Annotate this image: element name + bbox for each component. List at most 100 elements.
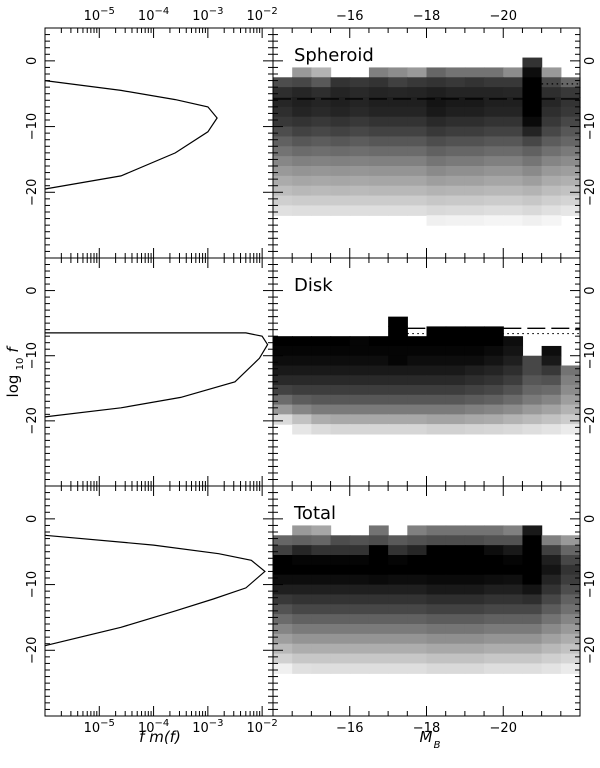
heatmap-cell	[484, 594, 504, 605]
heatmap-cell	[541, 126, 562, 138]
heatmap-cell	[484, 156, 504, 167]
heatmap-cell	[522, 584, 543, 596]
heatmap-cell	[273, 336, 293, 347]
heatmap-cell	[388, 126, 408, 138]
heatmap-cell	[407, 126, 428, 138]
heatmap-cell	[368, 146, 389, 157]
x-tick-label-exp: −4	[154, 718, 169, 729]
heatmap-cell	[311, 385, 332, 396]
heatmap-cell	[426, 116, 447, 128]
heatmap-cell	[311, 424, 332, 435]
heatmap-cell	[426, 604, 447, 615]
heatmap-cell	[388, 663, 408, 674]
heatmap-cell	[484, 126, 504, 138]
heatmap-cell	[484, 584, 504, 596]
heatmap-cell	[445, 624, 466, 635]
heatmap-cell	[484, 355, 504, 367]
heatmap-cell	[407, 643, 428, 655]
heatmap-cell	[292, 525, 312, 536]
heatmap-cell	[541, 555, 562, 566]
heatmap-cell	[330, 584, 351, 596]
heatmap-cell	[560, 414, 581, 425]
heatmap-cell	[541, 136, 562, 147]
heatmap-cell	[311, 355, 332, 367]
heatmap-cell	[273, 375, 293, 386]
heatmap-cell	[522, 643, 543, 655]
heatmap-cell	[541, 584, 562, 596]
heatmap-cell	[311, 555, 332, 566]
bottom-right-xlabel: M	[420, 728, 433, 746]
heatmap-cell	[445, 326, 466, 337]
heatmap-cell	[503, 574, 524, 586]
heatmap-cell	[484, 564, 504, 576]
heatmap-cell	[541, 404, 562, 415]
heatmap-cell	[484, 574, 504, 586]
heatmap-cell	[464, 663, 485, 674]
heatmap-cell	[522, 564, 543, 576]
x-tick-label-base: 10	[246, 721, 263, 736]
y-tick-label-right: −10	[583, 342, 598, 369]
heatmap-cell	[388, 574, 408, 586]
heatmap-cell	[560, 385, 581, 396]
heatmap-cell	[426, 166, 447, 177]
heatmap-cell	[292, 136, 312, 147]
heatmap-cell	[311, 345, 332, 357]
heatmap-cell	[273, 345, 293, 357]
heatmap-cell	[445, 385, 466, 396]
heatmap-cell	[484, 205, 504, 216]
heatmap-cell	[311, 414, 332, 425]
heatmap-cell	[464, 67, 485, 78]
heatmap-cell	[464, 555, 485, 566]
heatmap-cell	[349, 394, 370, 406]
heatmap-cell	[311, 624, 332, 635]
heatmap-cell	[445, 535, 466, 546]
heatmap-cell	[503, 394, 524, 406]
heatmap-cell	[292, 87, 312, 98]
heatmap-cell	[503, 106, 524, 118]
heatmap-cell	[273, 175, 293, 187]
heatmap-cell	[407, 97, 428, 108]
heatmap-cell	[541, 574, 562, 586]
heatmap-cell	[522, 535, 543, 546]
heatmap-cell	[503, 653, 524, 665]
heatmap-cell	[560, 643, 581, 655]
heatmap-cell	[330, 116, 351, 128]
heatmap-cell	[349, 545, 370, 556]
heatmap-cell	[407, 106, 428, 118]
heatmap-cell	[292, 185, 312, 197]
heatmap-cell	[445, 116, 466, 128]
heatmap-cell	[445, 633, 466, 645]
y-tick-label-right: 0	[583, 57, 598, 65]
heatmap-cell	[541, 394, 562, 406]
heatmap-cell	[503, 604, 524, 615]
heatmap-cell	[541, 564, 562, 576]
heatmap-cell	[541, 205, 562, 216]
heatmap-cell	[560, 146, 581, 157]
heatmap-cell	[407, 385, 428, 396]
heatmap-cell	[484, 663, 504, 674]
heatmap-cell	[464, 633, 485, 645]
panel-title: Spheroid	[294, 45, 374, 66]
heatmap-cell	[388, 166, 408, 177]
heatmap-cell	[522, 175, 543, 187]
heatmap-cell	[522, 57, 543, 69]
heatmap-cell	[484, 87, 504, 98]
heatmap-cell	[292, 604, 312, 615]
heatmap-cell	[273, 394, 293, 406]
heatmap-cell	[522, 375, 543, 386]
heatmap-cell	[330, 375, 351, 386]
heatmap-cell	[426, 535, 447, 546]
heatmap-cell	[292, 643, 312, 655]
heatmap-cell	[445, 336, 466, 347]
heatmap-cell	[426, 87, 447, 98]
heatmap-cell	[522, 385, 543, 396]
heatmap-cell	[330, 166, 351, 177]
heatmap-cell	[388, 424, 408, 435]
heatmap-cell	[445, 574, 466, 586]
heatmap-cell	[407, 414, 428, 425]
heatmap-cell	[349, 126, 370, 138]
heatmap-cell	[426, 175, 447, 187]
heatmap-cell	[407, 375, 428, 386]
heatmap-cell	[349, 345, 370, 357]
heatmap-cell	[560, 574, 581, 586]
